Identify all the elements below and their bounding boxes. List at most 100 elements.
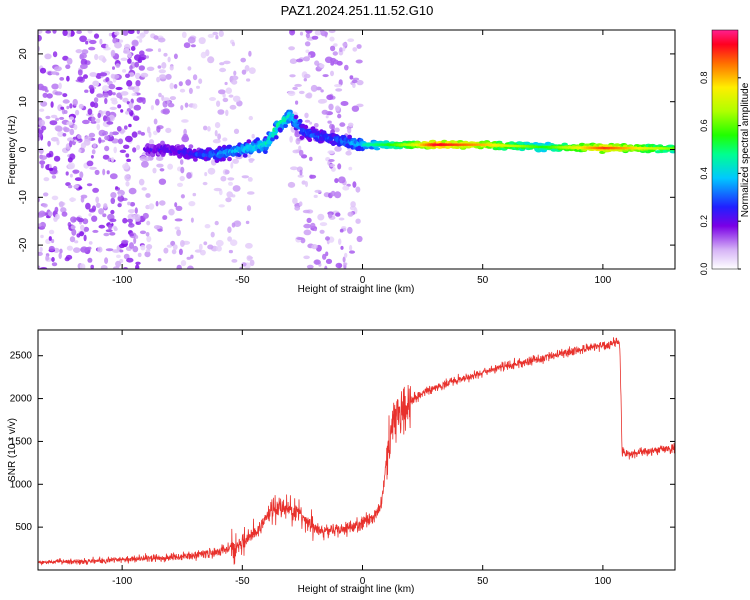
noise-speckle — [292, 197, 298, 205]
noise-speckle — [304, 41, 311, 47]
noise-speckle — [317, 213, 325, 221]
noise-speckle — [72, 169, 80, 174]
noise-speckle — [62, 30, 68, 36]
noise-speckle — [224, 169, 230, 175]
noise-speckle — [110, 209, 115, 215]
noise-speckle — [126, 80, 133, 87]
ridge-core — [540, 145, 543, 149]
ridge-core — [655, 147, 659, 150]
noise-speckle — [343, 262, 348, 266]
noise-speckle — [214, 130, 218, 137]
noise-speckle — [198, 37, 206, 45]
noise-speckle — [117, 203, 122, 208]
noise-speckle — [162, 108, 170, 115]
ridge-core — [530, 145, 534, 148]
ridge-cell — [321, 130, 327, 135]
noise-speckle — [319, 222, 328, 227]
noise-speckle — [77, 134, 82, 139]
noise-speckle — [39, 67, 47, 74]
noise-speckle — [88, 84, 94, 90]
noise-speckle — [73, 247, 81, 254]
ridge-core — [550, 146, 553, 149]
noise-speckle — [337, 163, 342, 170]
noise-speckle — [167, 103, 175, 108]
noise-speckle — [188, 201, 196, 207]
noise-speckle — [142, 212, 149, 219]
noise-speckle — [356, 235, 363, 243]
noise-speckle — [106, 121, 114, 125]
noise-speckle — [120, 57, 128, 61]
noise-speckle — [141, 160, 149, 168]
noise-speckle — [65, 64, 71, 69]
noise-speckle — [58, 252, 62, 259]
noise-speckle — [186, 265, 194, 269]
noise-speckle — [110, 73, 115, 79]
noise-speckle — [69, 128, 75, 136]
noise-speckle — [340, 101, 349, 106]
noise-speckle — [309, 174, 317, 179]
ridge-core — [492, 143, 495, 147]
noise-speckle — [89, 39, 97, 45]
noise-speckle — [327, 120, 332, 124]
noise-speckle — [313, 194, 318, 198]
snr-series-line — [38, 337, 675, 566]
noise-speckle — [57, 131, 64, 138]
y-tick-label: 10 — [18, 96, 29, 108]
noise-speckle — [298, 149, 304, 157]
noise-speckle — [356, 103, 364, 108]
noise-speckle — [134, 207, 138, 214]
noise-speckle — [127, 86, 135, 90]
noise-speckle — [207, 56, 215, 64]
noise-speckle — [123, 50, 128, 54]
noise-speckle — [157, 65, 162, 69]
noise-speckle — [79, 35, 87, 43]
noise-speckle — [303, 223, 312, 229]
ridge-core — [408, 143, 411, 146]
ridge-core — [506, 144, 510, 147]
noise-speckle — [119, 149, 127, 153]
noise-speckle — [241, 69, 247, 75]
noise-speckle — [48, 229, 55, 235]
noise-speckle — [156, 156, 164, 161]
noise-speckle — [69, 236, 76, 243]
ridge-cell — [221, 157, 226, 162]
noise-speckle — [141, 187, 147, 191]
ridge-cell — [201, 152, 207, 158]
noise-speckle — [303, 73, 311, 79]
noise-speckle — [113, 227, 118, 232]
noise-speckle — [50, 71, 59, 75]
noise-speckle — [63, 110, 68, 114]
ridge-core — [480, 143, 483, 146]
noise-speckle — [124, 135, 133, 143]
noise-speckle — [338, 238, 342, 245]
noise-speckle — [153, 118, 158, 125]
noise-speckle — [325, 115, 329, 119]
noise-speckle — [146, 126, 151, 134]
ridge-cell — [307, 137, 313, 142]
noise-speckle — [93, 102, 99, 109]
noise-speckle — [44, 89, 49, 93]
noise-speckle — [83, 234, 87, 242]
noise-speckle — [143, 30, 149, 35]
noise-speckle — [75, 49, 83, 54]
ridge-cell — [205, 147, 211, 152]
noise-speckle — [192, 74, 198, 81]
noise-speckle — [79, 231, 85, 237]
noise-speckle — [153, 35, 159, 40]
noise-speckle — [297, 174, 304, 178]
colorbar-tick-label: 0.2 — [699, 215, 709, 228]
noise-speckle — [60, 207, 67, 213]
noise-speckle — [102, 92, 109, 98]
noise-speckle — [116, 254, 121, 259]
noise-speckle — [91, 116, 96, 123]
ridge-core — [386, 143, 390, 146]
noise-speckle — [152, 167, 157, 174]
noise-speckle — [60, 106, 65, 110]
noise-speckle — [187, 36, 196, 44]
noise-speckle — [127, 201, 131, 206]
noise-speckle — [324, 56, 333, 64]
noise-speckle — [65, 171, 69, 176]
noise-speckle — [110, 49, 116, 57]
noise-speckle — [192, 103, 198, 109]
noise-speckle — [294, 206, 301, 211]
